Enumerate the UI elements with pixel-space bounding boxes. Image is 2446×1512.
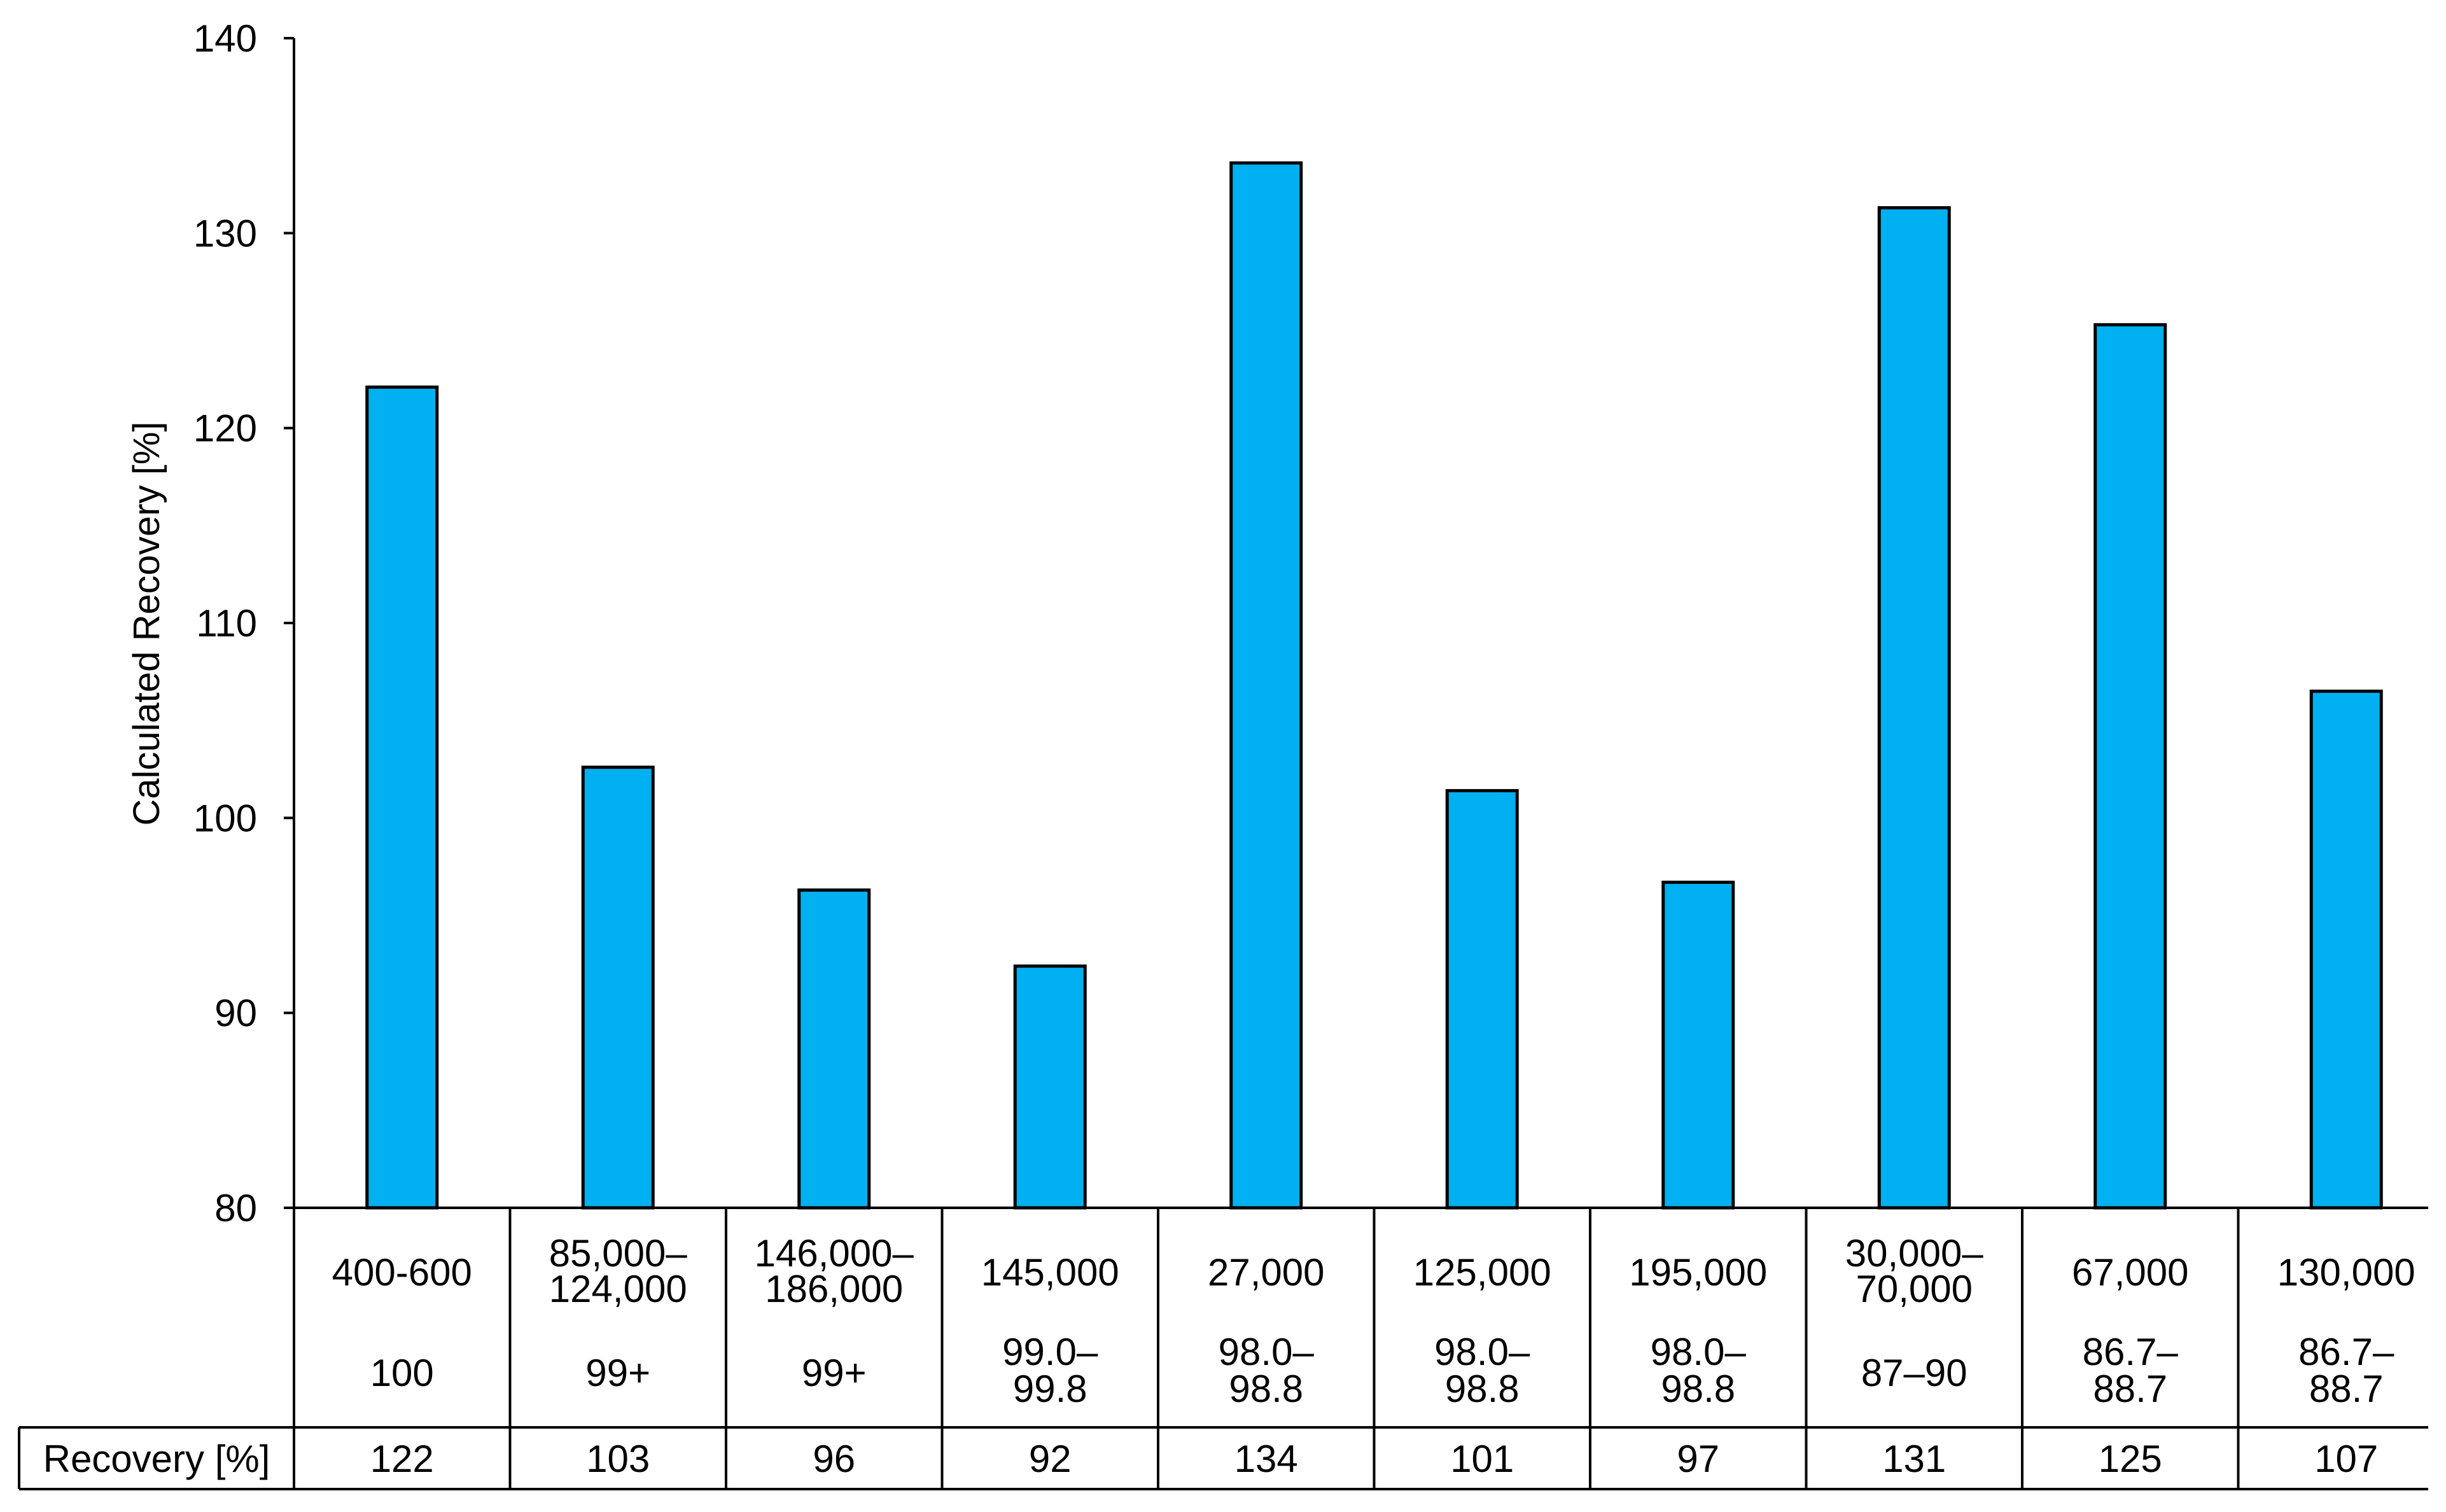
category-label-line: 130,000 [2277, 1251, 2415, 1294]
category-label-line: 98.8 [1661, 1368, 1735, 1410]
bar [2093, 323, 2167, 1210]
category-label-line: 98.0– [1219, 1331, 1315, 1373]
category-label: 85,000–124,000 99+ [549, 1232, 688, 1394]
bar [2309, 689, 2383, 1210]
category-label: 146,000–186,000 99+ [755, 1232, 914, 1394]
bar [1445, 788, 1519, 1210]
y-tick-label: 110 [196, 602, 257, 645]
category-label-line: 88.7 [2309, 1368, 2384, 1410]
bars [365, 161, 2383, 1210]
category-label-line: 30,000– [1845, 1232, 1984, 1275]
y-tick-label: 120 [193, 407, 257, 450]
category-label: 145,000 99.0–99.8 [981, 1251, 1119, 1410]
category-label-line: 86.7– [2083, 1331, 2179, 1373]
category-label-line: 186,000 [765, 1268, 903, 1310]
bar [581, 766, 655, 1210]
y-axis: 80 90 100 110 120 130 140 [193, 17, 295, 1229]
table-row-value: 125 [2099, 1438, 2162, 1480]
category-label: 400-600 100 [332, 1251, 472, 1394]
category-label-line: 67,000 [2072, 1251, 2189, 1294]
bar [797, 888, 871, 1210]
bar [1229, 161, 1303, 1210]
y-tick-label: 100 [193, 797, 257, 839]
category-label-line: 98.8 [1445, 1368, 1520, 1410]
y-tick-label: 140 [193, 17, 257, 60]
category-label: 125,000 98.0–98.8 [1413, 1251, 1551, 1410]
table-row-value: 103 [586, 1438, 650, 1480]
table-row-value: 122 [370, 1438, 434, 1480]
category-table: 400-60010085,000–124,00099+146,000–186,0… [18, 1207, 2428, 1490]
table-row-value: 92 [1029, 1438, 1072, 1480]
category-label: 195,000 98.0–98.8 [1629, 1251, 1767, 1410]
category-label-line: 85,000– [549, 1232, 688, 1275]
category-label-line: 70,000 [1855, 1268, 1973, 1310]
category-label-line: 100 [370, 1352, 434, 1394]
category-label-line: 99.0– [1002, 1331, 1098, 1373]
category-label-line: 99+ [802, 1352, 867, 1394]
category-label-line: 145,000 [981, 1251, 1119, 1294]
category-label: 30,000–70,000 87–90 [1845, 1232, 1984, 1394]
y-tick-label: 80 [214, 1187, 257, 1229]
category-label-line: 125,000 [1413, 1251, 1551, 1294]
category-label-line: 400-600 [332, 1251, 472, 1294]
category-label-line: 195,000 [1629, 1251, 1767, 1294]
table-row-value: 101 [1450, 1438, 1514, 1480]
category-label: 27,000 98.0–98.8 [1208, 1251, 1325, 1410]
category-label-line: 99.8 [1013, 1368, 1087, 1410]
category-label-line: 98.8 [1229, 1368, 1303, 1410]
category-label: 130,000 86.7–88.7 [2277, 1251, 2415, 1410]
table-row-value: 134 [1234, 1438, 1298, 1480]
category-label-line: 86.7– [2298, 1331, 2394, 1373]
table-row-value: 96 [813, 1438, 855, 1480]
category-label-line: 99+ [585, 1352, 650, 1394]
category-label-line: 87–90 [1861, 1352, 1967, 1394]
table-row-value: 97 [1677, 1438, 1719, 1480]
bar [1013, 964, 1087, 1210]
category-label-line: 98.0– [1651, 1331, 1747, 1373]
bar [1877, 206, 1951, 1210]
bar [365, 385, 439, 1210]
category-label-line: 88.7 [2093, 1368, 2167, 1410]
category-label: 67,000 86.7–88.7 [2072, 1251, 2189, 1410]
table-row-label: Recovery [%] [43, 1438, 270, 1480]
table-row-value: 107 [2314, 1438, 2378, 1480]
y-tick-label: 90 [214, 992, 257, 1035]
category-label-line: 146,000– [755, 1232, 914, 1275]
category-label-line: 27,000 [1208, 1251, 1325, 1294]
category-label-line: 98.0– [1434, 1331, 1530, 1373]
table-row-value: 131 [1882, 1438, 1946, 1480]
y-tick-label: 130 [193, 212, 257, 255]
bar [1661, 880, 1735, 1210]
y-axis-title: Calculated Recovery [%] [126, 421, 167, 825]
category-label-line: 124,000 [549, 1268, 687, 1310]
